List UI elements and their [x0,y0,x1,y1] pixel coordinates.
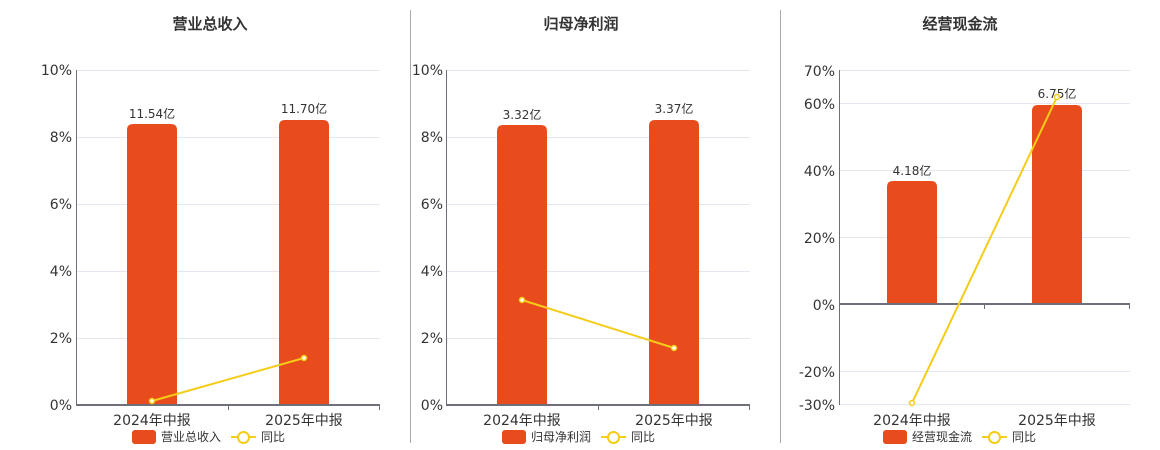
bars [497,120,699,405]
x-tick: 2025年中报 [1018,413,1096,429]
bar-2024[interactable] [887,181,937,304]
y-tick: -30% [799,398,835,414]
x-axis-ticks [984,304,1130,309]
panel-divider [410,10,411,443]
bar-2024[interactable] [127,124,177,405]
legend: 营业总收入 同比 [132,428,285,445]
legend-bar-label[interactable]: 经营现金流 [912,430,973,444]
legend-line-swatch[interactable] [601,430,627,444]
x-axis-ticks [598,405,750,410]
grid-lines [839,70,1130,405]
legend-bar-label[interactable]: 营业总收入 [161,430,222,444]
y-axis-labels: 70% 60% 40% 20% 0% -20% -30% [799,64,835,414]
legend-bar-swatch[interactable] [502,429,526,444]
chart-title: 营业总收入 [172,15,248,33]
chart-title: 经营现金流 [922,15,998,33]
bar-labels: 4.18亿 6.75亿 [893,86,1077,178]
yoy-point[interactable] [518,296,526,304]
y-tick: 0% [813,298,835,314]
y-tick: -20% [799,365,835,381]
y-tick: 6% [50,197,72,213]
yoy-line [518,296,678,352]
bar-labels: 3.32亿 3.37亿 [503,101,694,122]
panel-divider [780,10,781,443]
x-tick: 2025年中报 [635,413,713,429]
grid-lines [446,70,750,339]
yoy-point[interactable] [670,344,678,352]
y-tick: 4% [50,264,72,280]
chart-panel-operating-cashflow: 经营现金流 70% 60% 40% 20% 0% -20% -30% [781,0,1160,450]
y-tick: 2% [421,331,443,347]
chart-title: 归母净利润 [543,15,619,33]
bar-value-label: 3.37亿 [655,101,694,116]
bar-2024[interactable] [497,125,547,405]
bar-2025[interactable] [649,120,699,405]
bar-2025[interactable] [1032,105,1082,304]
y-tick: 2% [50,331,72,347]
legend-line-label[interactable]: 同比 [261,430,286,444]
chart-plot: 70% 60% 40% 20% 0% -20% -30% 4.18亿 6.75亿 [799,64,1130,429]
legend-line-label[interactable]: 同比 [1012,430,1037,444]
x-axis-labels: 2024年中报 2025年中报 [483,413,713,429]
yoy-line [908,93,1061,407]
x-tick: 2025年中报 [265,413,343,429]
grid-lines [76,70,380,339]
legend: 经营现金流 同比 [883,428,1036,445]
yoy-point[interactable] [148,397,156,405]
y-tick: 70% [804,64,835,80]
y-tick: 60% [804,97,835,113]
yoy-line [148,354,308,405]
y-tick: 4% [421,264,443,280]
bar-2025[interactable] [279,120,329,405]
bar-value-label: 3.32亿 [503,107,542,122]
yoy-point[interactable] [300,354,308,362]
bar-value-label: 11.54亿 [129,106,175,121]
y-tick: 40% [804,164,835,180]
y-tick: 0% [421,398,443,414]
bars [887,105,1082,304]
legend-bar-label[interactable]: 归母净利润 [531,430,592,444]
legend: 归母净利润 同比 [502,428,655,445]
legend-bar-swatch[interactable] [883,429,907,444]
y-tick: 8% [50,130,72,146]
chart-panel-revenue: 营业总收入 10% 8% 6% 4% 2% 0% 11.54亿 11.70亿 [0,0,410,450]
bar-value-label: 11.70亿 [281,101,327,116]
x-tick: 2024年中报 [483,413,561,429]
chart-plot: 10% 8% 6% 4% 2% 0% 3.32亿 3.37亿 [412,63,750,429]
y-tick: 10% [41,63,72,79]
x-tick: 2024年中报 [113,413,191,429]
y-tick: 8% [421,130,443,146]
y-tick: 10% [412,63,443,79]
y-axis-labels: 10% 8% 6% 4% 2% 0% [41,63,72,414]
x-axis-ticks [228,405,380,410]
y-tick: 0% [50,398,72,414]
legend-bar-swatch[interactable] [132,429,156,444]
legend-line-swatch[interactable] [982,430,1008,444]
y-tick: 20% [804,231,835,247]
bar-value-label: 6.75亿 [1038,86,1077,101]
x-tick: 2024年中报 [873,413,951,429]
x-axis-labels: 2024年中报 2025年中报 [113,413,343,429]
bar-labels: 11.54亿 11.70亿 [129,101,327,121]
legend-line-label[interactable]: 同比 [631,430,656,444]
y-axis-labels: 10% 8% 6% 4% 2% 0% [412,63,443,414]
chart-panel-net-profit: 归母净利润 10% 8% 6% 4% 2% 0% [411,0,781,450]
chart-plot: 10% 8% 6% 4% 2% 0% 11.54亿 11.70亿 2024年中报 [41,63,380,429]
bar-value-label: 4.18亿 [893,163,932,178]
yoy-point[interactable] [1053,93,1061,101]
yoy-point[interactable] [908,399,916,407]
y-tick: 6% [421,197,443,213]
legend-line-swatch[interactable] [231,430,257,444]
x-axis-labels: 2024年中报 2025年中报 [873,413,1096,429]
bars [127,120,329,405]
